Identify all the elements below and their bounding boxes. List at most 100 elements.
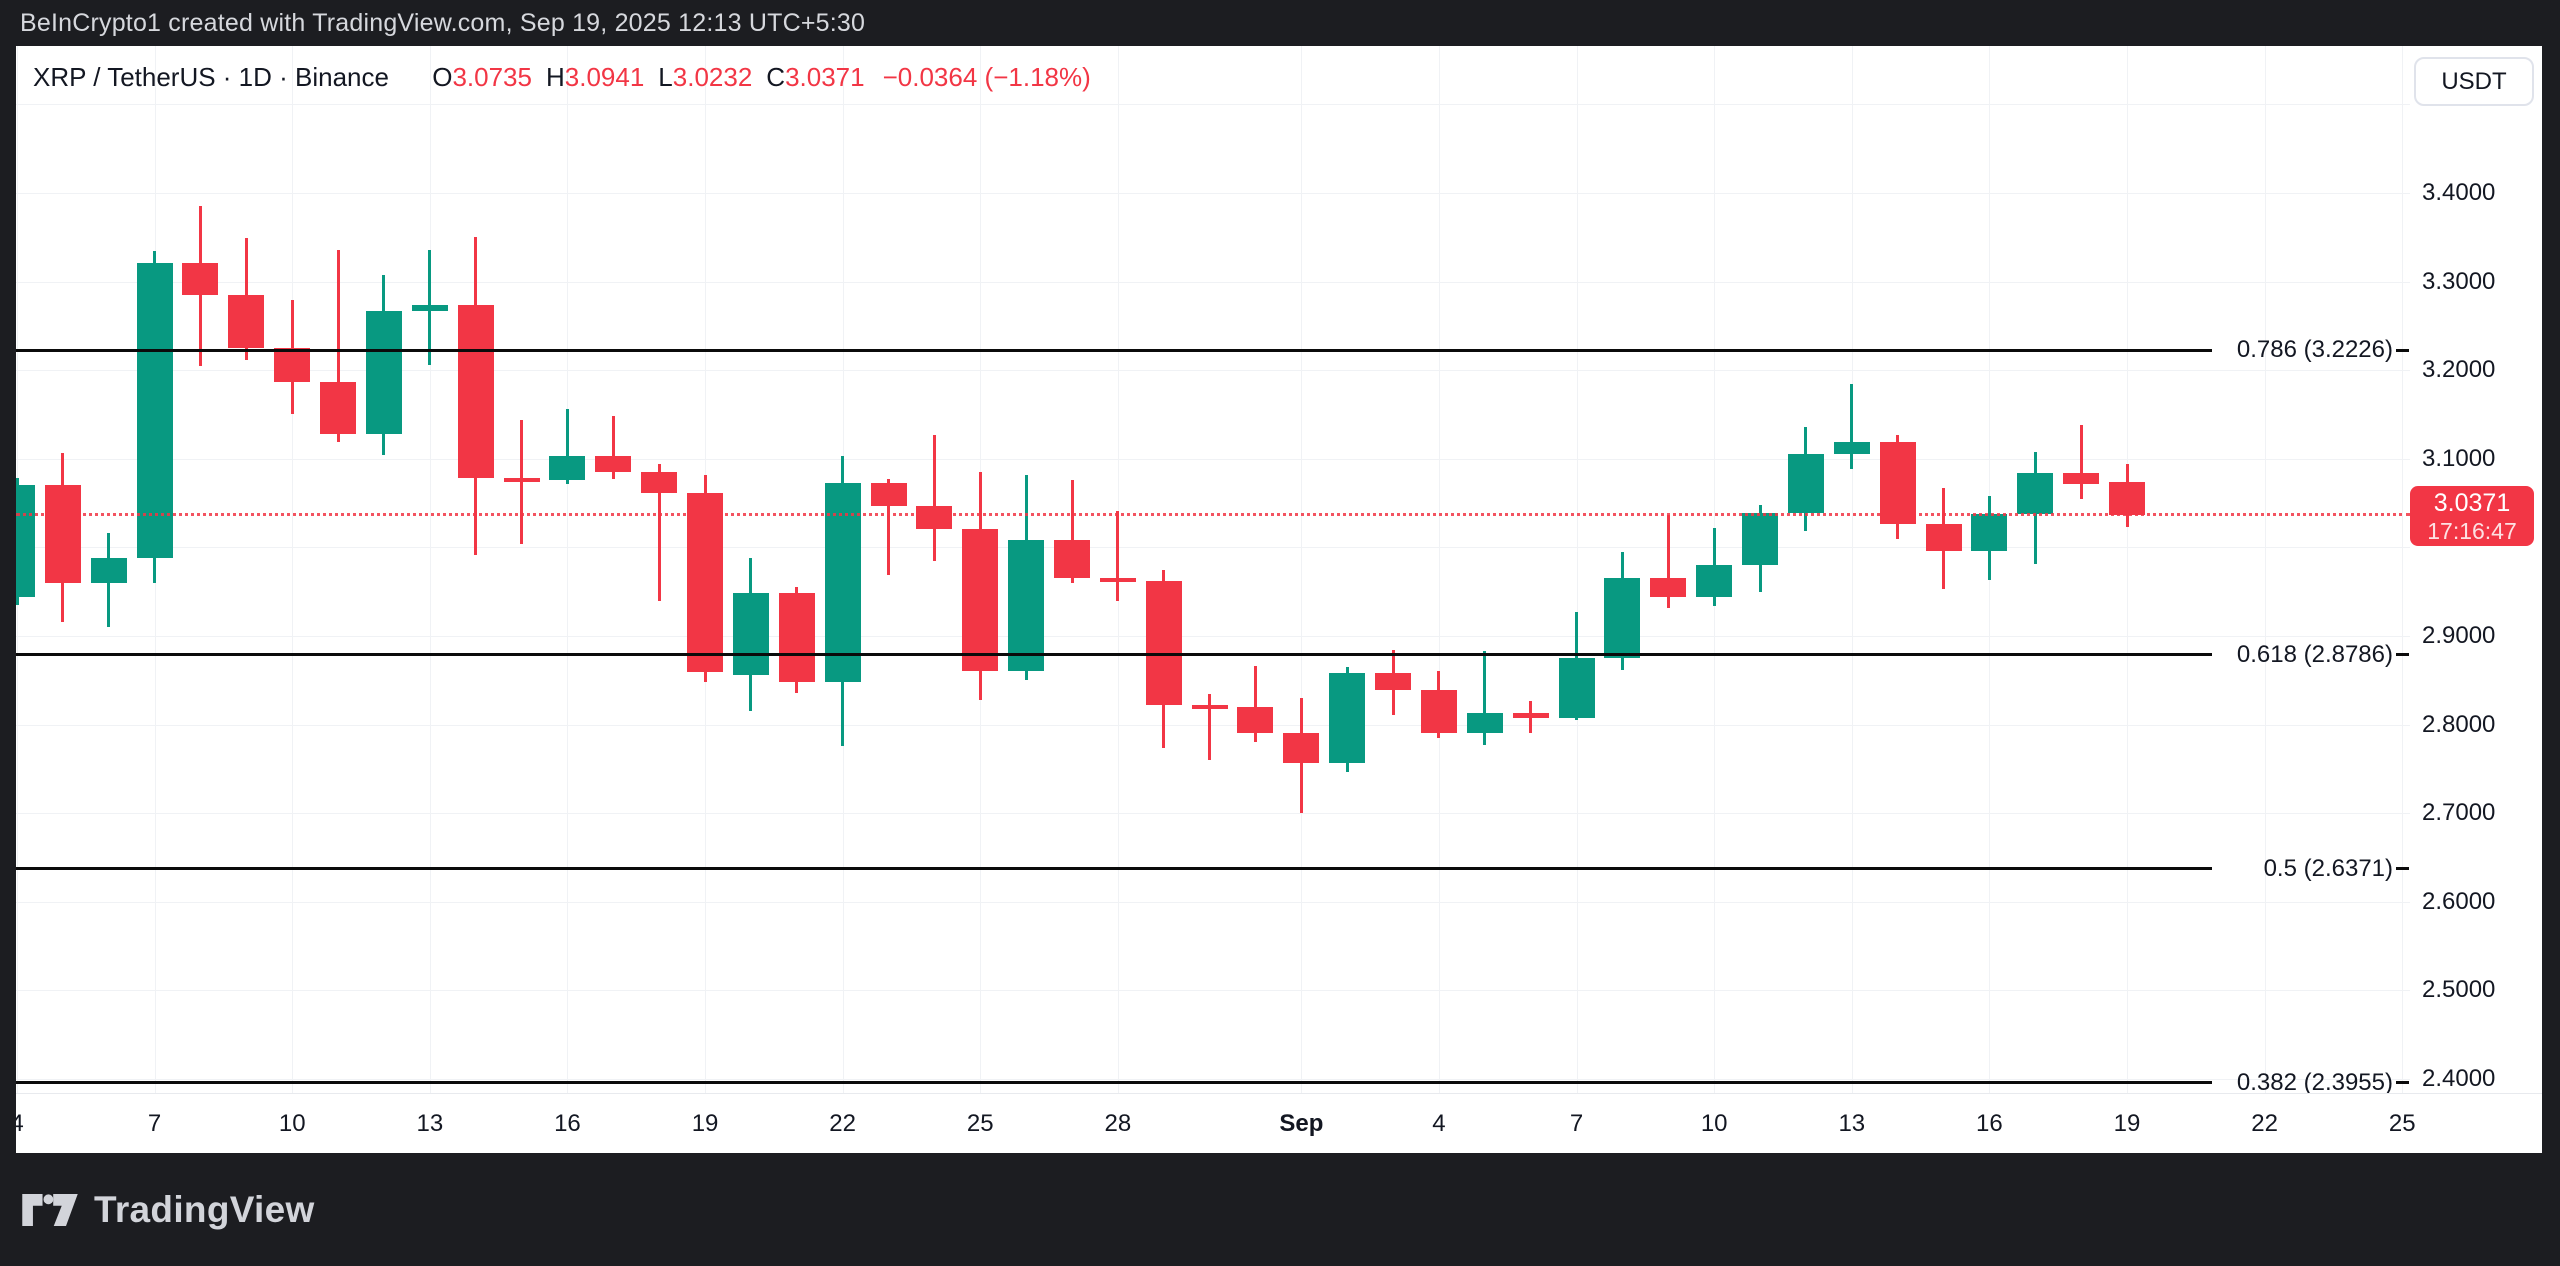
price-gridline bbox=[16, 547, 2410, 549]
symbol-title: XRP / TetherUS · 1D · Binance bbox=[33, 62, 389, 92]
candle-body bbox=[1237, 706, 1274, 734]
candle-body bbox=[641, 472, 678, 494]
candle-wick bbox=[336, 249, 340, 442]
candle-body bbox=[1191, 705, 1228, 710]
currency-toggle-button[interactable]: USDT bbox=[2414, 57, 2534, 106]
time-scale-label: 19 bbox=[2113, 1110, 2141, 1137]
candle-wick bbox=[1070, 480, 1074, 583]
price-scale-label: 2.9000 bbox=[2422, 622, 2496, 649]
candle-body bbox=[274, 348, 311, 382]
fib-level-label: 0.786 (3.2226) bbox=[2236, 336, 2393, 364]
last-price-line bbox=[16, 513, 2410, 517]
time-scale-label: 13 bbox=[1838, 1110, 1866, 1137]
price-scale-label: 3.1000 bbox=[2422, 444, 2496, 472]
time-gridline bbox=[1851, 46, 1853, 1093]
candle-body bbox=[1558, 658, 1595, 719]
low-label: L bbox=[658, 62, 673, 92]
time-scale-label: 10 bbox=[1700, 1110, 1728, 1137]
fib-level-label: 0.382 (2.3955) bbox=[2236, 1068, 2393, 1093]
chart-sheet bbox=[16, 46, 2542, 1153]
candle-wick bbox=[1850, 384, 1854, 469]
candle-body bbox=[1879, 441, 1916, 525]
time-scale-label: 4 bbox=[16, 1104, 67, 1144]
close-value: 3.0371 bbox=[785, 62, 865, 92]
time-gridline bbox=[1438, 46, 1440, 1093]
time-gridline bbox=[1301, 46, 1303, 1093]
candle-body bbox=[870, 482, 907, 506]
candle-body bbox=[1512, 713, 1549, 719]
time-scale[interactable]: 4 7 10 13 16 19 22 25 28 Sep 4 7 10 13 16 19 22 25 bbox=[16, 1093, 2542, 1154]
candle-body bbox=[1329, 673, 1366, 763]
candle-body bbox=[1696, 565, 1733, 597]
candle-body bbox=[732, 593, 769, 675]
candle-body bbox=[1833, 441, 1870, 455]
candle-body bbox=[1145, 581, 1182, 706]
price-scale-label: 2.5000 bbox=[2422, 976, 2496, 1004]
candle-body bbox=[2063, 472, 2100, 485]
candle-body bbox=[1742, 512, 1779, 566]
candle-body bbox=[503, 478, 540, 483]
candle-body bbox=[1008, 540, 1045, 672]
time-gridline bbox=[567, 46, 569, 1093]
time-gridline bbox=[429, 46, 431, 1093]
price-gridline bbox=[16, 104, 2410, 106]
price-gridline bbox=[16, 724, 2410, 726]
price-scale[interactable]: 3.0371 17:16:47 3.4000 3.3000 3.2000 3.1000… bbox=[2410, 46, 2542, 1093]
time-gridline bbox=[1576, 46, 1578, 1093]
fib-level-axis-dash bbox=[2396, 653, 2409, 657]
attribution-bar: BeInCrypto1 created with TradingView.com… bbox=[0, 0, 2560, 46]
candle-body bbox=[1604, 577, 1641, 659]
tradingview-brand-text[interactable]: TradingView bbox=[94, 1188, 315, 1230]
candle-wick bbox=[1116, 511, 1120, 601]
fib-level-axis-dash bbox=[2396, 867, 2409, 871]
candle-body bbox=[962, 528, 999, 672]
time-scale-label: 22 bbox=[2251, 1110, 2278, 1137]
candle-body bbox=[136, 262, 173, 559]
symbol-legend[interactable]: XRP / TetherUS · 1D · Binance O3.0735 H3.… bbox=[33, 62, 1091, 93]
candle-body bbox=[2017, 472, 2054, 514]
open-label: O bbox=[432, 62, 453, 92]
last-price-badge[interactable]: 3.0371 17:16:47 bbox=[2410, 485, 2534, 546]
tradingview-logo-icon[interactable] bbox=[22, 1193, 78, 1226]
price-gridline bbox=[16, 281, 2410, 283]
attribution-text: BeInCrypto1 created with TradingView.com… bbox=[20, 8, 866, 37]
candle-body bbox=[1054, 540, 1090, 578]
candle-wick bbox=[1666, 514, 1670, 608]
time-scale-label: 28 bbox=[1104, 1110, 1132, 1137]
candle-body bbox=[44, 485, 81, 583]
candle-body bbox=[320, 381, 357, 434]
candle-wick bbox=[657, 464, 661, 601]
candle-body bbox=[365, 310, 402, 434]
candle-wick bbox=[887, 479, 891, 575]
time-scale-label: 10 bbox=[278, 1110, 306, 1137]
candle-wick bbox=[611, 416, 615, 480]
time-scale-label: 19 bbox=[691, 1110, 719, 1137]
time-scale-label: 13 bbox=[416, 1110, 444, 1137]
time-scale-label: 7 bbox=[1569, 1110, 1584, 1137]
low-value: 3.0232 bbox=[672, 62, 753, 92]
candle-body bbox=[411, 304, 448, 311]
candle-body bbox=[595, 456, 632, 473]
candle-wick bbox=[1208, 694, 1212, 761]
candle-body bbox=[182, 262, 219, 295]
time-scale-label: Sep bbox=[1279, 1110, 1324, 1137]
chart-plot-area[interactable]: 0.786 (3.2226) 0.618 (2.8786) 0.5 (2.6371)… bbox=[16, 46, 2410, 1093]
candle-body bbox=[1650, 577, 1687, 597]
fib-level-line bbox=[16, 348, 2212, 352]
candle-wick bbox=[565, 409, 569, 484]
candle-wick bbox=[932, 434, 936, 561]
high-label: H bbox=[545, 62, 565, 92]
time-scale-label: 16 bbox=[554, 1110, 581, 1137]
price-scale-label: 3.2000 bbox=[2422, 356, 2496, 384]
fib-level-axis-dash bbox=[2396, 348, 2409, 352]
close-label: C bbox=[766, 62, 786, 92]
price-gridline bbox=[16, 990, 2410, 992]
candle-body bbox=[1925, 524, 1962, 551]
price-scale-label: 3.4000 bbox=[2422, 179, 2496, 206]
candle-body bbox=[16, 485, 35, 597]
price-scale-label: 2.4000 bbox=[2422, 1065, 2496, 1092]
price-gridline bbox=[16, 901, 2410, 903]
candle-body bbox=[1971, 513, 2008, 551]
candle-body bbox=[1099, 577, 1136, 582]
